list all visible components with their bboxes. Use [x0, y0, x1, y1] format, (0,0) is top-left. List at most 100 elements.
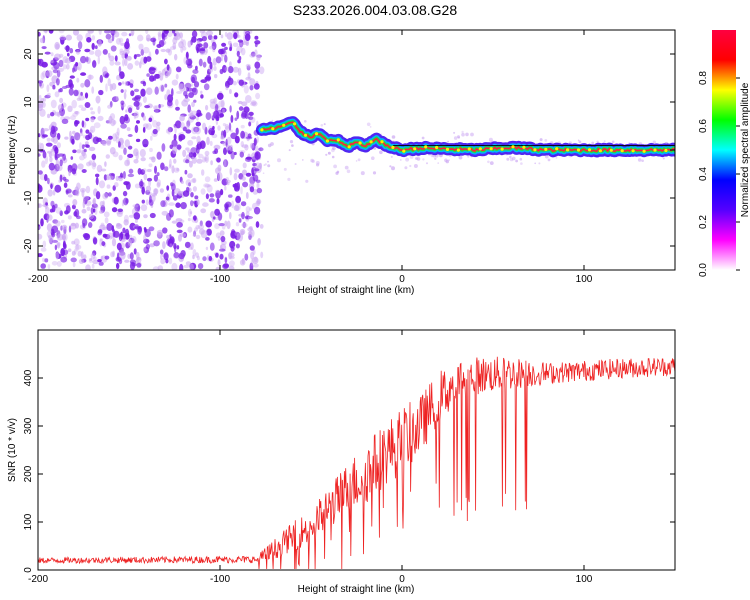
spectrogram-x-label: Height of straight line (km)	[298, 285, 415, 296]
sparse-dot	[637, 158, 642, 162]
track-peak-dot	[303, 133, 308, 137]
noise-dot	[259, 224, 264, 229]
noise-dot	[198, 153, 204, 159]
noise-dot	[232, 183, 237, 188]
noise-dot	[230, 150, 235, 160]
noise-dot	[153, 240, 160, 247]
noise-dot	[110, 251, 115, 258]
noise-dot	[254, 69, 260, 74]
track-peak-dot	[598, 149, 603, 153]
noise-dot	[126, 127, 131, 132]
noise-dot	[74, 120, 80, 125]
noise-dot	[256, 136, 259, 144]
noise-dot	[182, 46, 187, 51]
noise-dot	[105, 154, 111, 159]
noise-dot	[44, 155, 49, 165]
sparse-dot	[267, 160, 269, 163]
noise-dot	[61, 118, 69, 125]
noise-dot	[56, 152, 60, 159]
noise-dot	[156, 44, 162, 48]
noise-dot	[91, 161, 97, 170]
noise-dot	[127, 253, 131, 259]
noise-dot	[179, 263, 184, 270]
noise-dot	[50, 183, 53, 190]
noise-dot	[250, 100, 257, 106]
noise-dot	[56, 78, 60, 86]
noise-dot	[86, 206, 91, 211]
noise-dot	[119, 251, 126, 256]
noise-dot	[204, 157, 208, 162]
noise-dot	[152, 266, 160, 270]
noise-dot	[102, 233, 108, 238]
noise-dot	[253, 206, 261, 215]
noise-dot	[39, 37, 45, 44]
colorbar-ticks: 0.0 0.2 0.4 0.6 0.8	[698, 71, 740, 277]
noise-dot	[238, 218, 242, 223]
noise-dot	[122, 190, 128, 197]
noise-dot	[47, 189, 53, 197]
noise-dot	[109, 101, 113, 108]
noise-dot	[222, 263, 229, 270]
noise-dot	[84, 102, 91, 108]
noise-dot	[47, 235, 52, 239]
noise-dot	[49, 156, 53, 163]
noise-dot	[46, 84, 50, 93]
noise-dot	[99, 210, 104, 214]
noise-dot	[83, 148, 87, 153]
track-peak-dot	[609, 148, 613, 152]
noise-dot	[154, 105, 159, 114]
noise-dot	[107, 104, 112, 109]
noise-dot	[245, 211, 250, 217]
snr-x-tick-label: 0	[399, 574, 405, 585]
noise-dot	[161, 210, 169, 216]
noise-dot	[51, 239, 59, 243]
noise-dot	[171, 220, 178, 224]
noise-dot	[60, 36, 65, 45]
noise-dot	[225, 201, 232, 208]
noise-dot	[154, 165, 157, 174]
sparse-dot	[515, 159, 518, 163]
noise-dot	[115, 175, 119, 181]
noise-dot	[38, 224, 41, 230]
noise-dot	[68, 87, 74, 96]
noise-dot	[142, 126, 146, 133]
noise-dot	[139, 61, 142, 69]
noise-dot	[229, 212, 232, 220]
noise-dot	[259, 66, 265, 75]
noise-dot	[111, 207, 118, 213]
noise-dot	[46, 214, 53, 221]
noise-dot	[160, 48, 167, 53]
noise-dot	[234, 168, 240, 173]
noise-dot	[220, 188, 224, 196]
noise-dot	[61, 86, 68, 89]
noise-dot	[75, 62, 79, 67]
noise-dot	[70, 115, 76, 121]
noise-dot	[203, 183, 210, 188]
noise-dot	[222, 64, 227, 73]
noise-dot	[142, 138, 149, 148]
noise-dot	[42, 240, 47, 248]
noise-dot	[237, 100, 243, 105]
noise-dot	[176, 144, 182, 150]
noise-dot	[82, 200, 86, 209]
noise-dot	[187, 63, 193, 69]
noise-dot	[192, 254, 195, 260]
noise-dot	[234, 92, 239, 98]
noise-dot	[107, 232, 114, 240]
noise-dot	[226, 32, 234, 40]
sparse-dot	[544, 154, 549, 159]
noise-dot	[97, 105, 101, 115]
noise-dot	[134, 124, 139, 134]
noise-dot	[180, 122, 185, 129]
noise-dot	[235, 195, 242, 204]
noise-dot	[216, 157, 221, 163]
noise-dot	[208, 198, 215, 203]
noise-dot	[72, 130, 76, 135]
noise-dot	[93, 256, 97, 261]
sparse-dot	[511, 156, 516, 161]
noise-dot	[115, 136, 120, 144]
noise-dot	[146, 177, 153, 182]
noise-dot	[156, 151, 162, 160]
noise-dot	[129, 83, 134, 88]
noise-dot	[38, 233, 43, 240]
